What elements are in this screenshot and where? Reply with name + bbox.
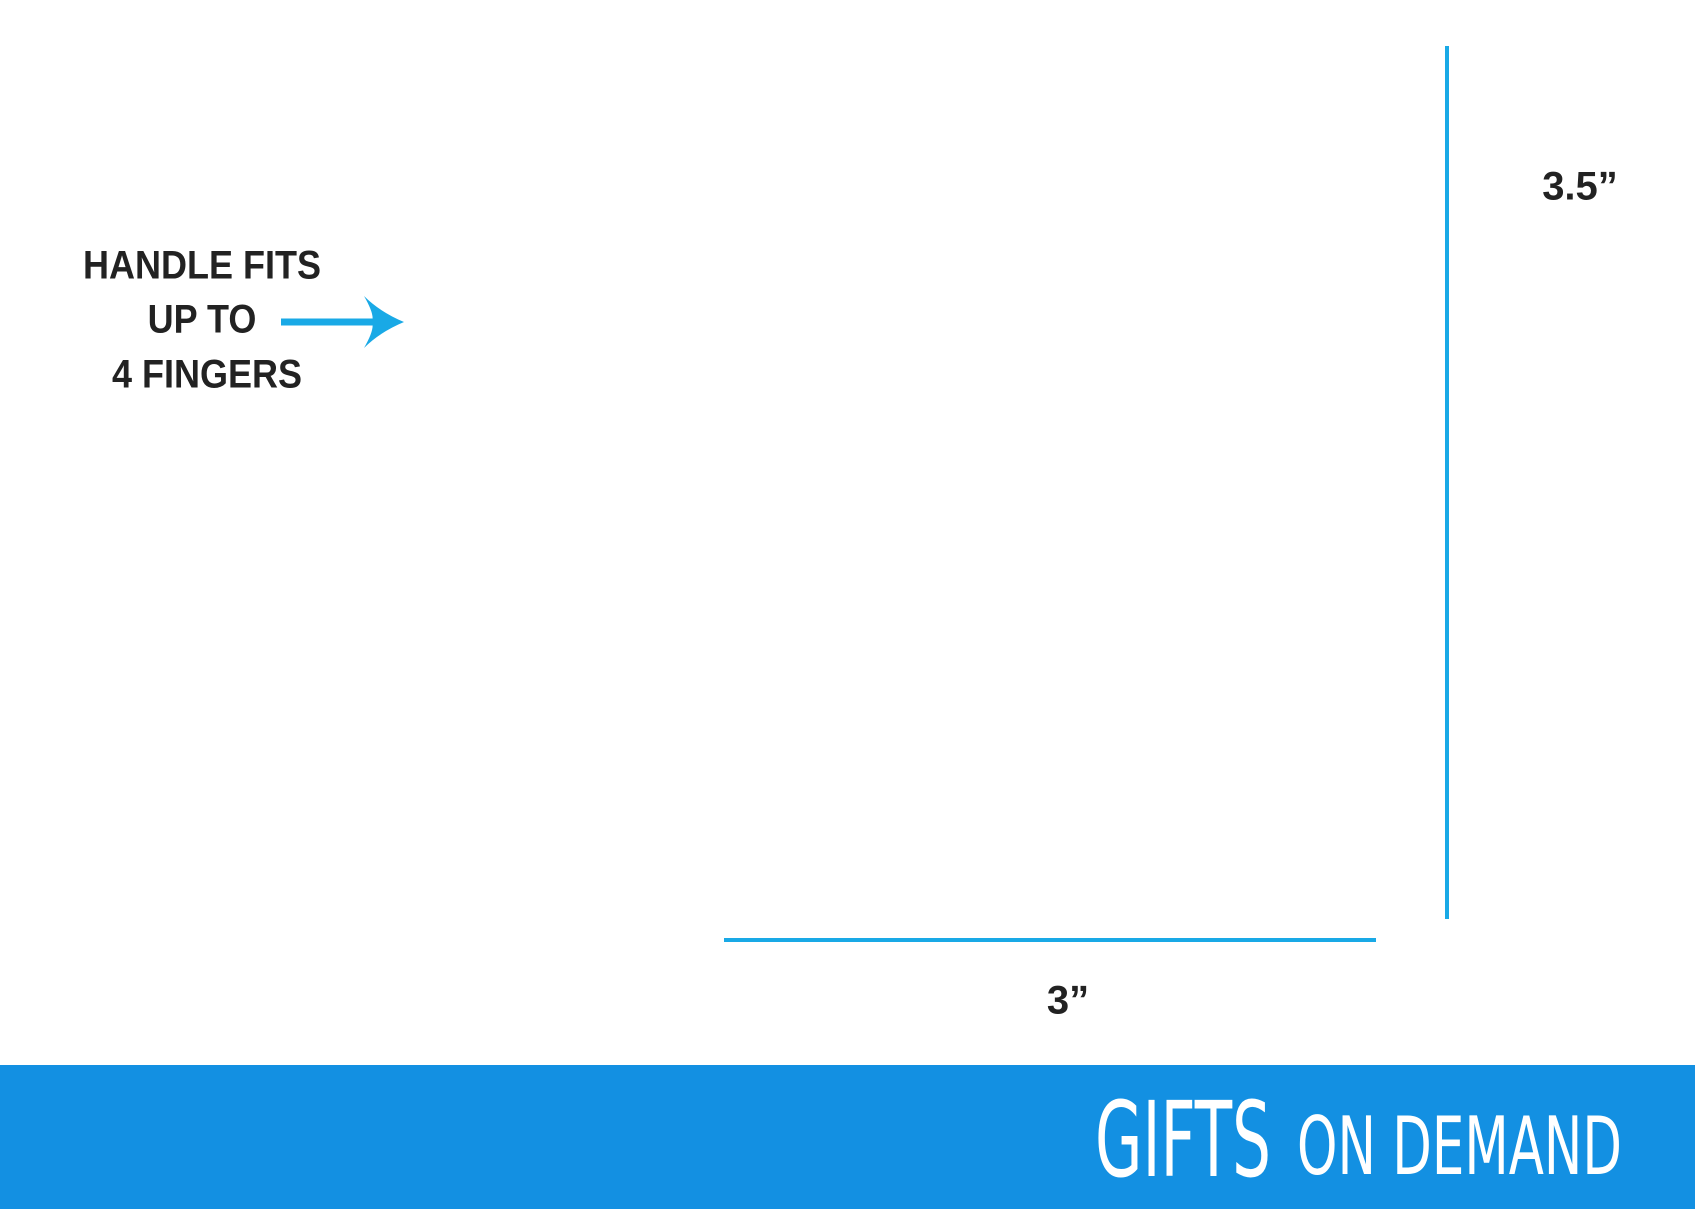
handle-note-line: 4 FINGERS	[112, 353, 302, 397]
brand-tagline: ON DEMAND	[1297, 1100, 1622, 1193]
brand-name: GIFTS	[1095, 1079, 1271, 1201]
handle-note-line: HANDLE FITS	[83, 244, 321, 288]
height-label: 3.5”	[1542, 165, 1618, 209]
width-label: 3”	[1047, 979, 1089, 1023]
arrow	[281, 296, 404, 348]
footer-band	[0, 1065, 1695, 1209]
handle-note-line: UP TO	[148, 298, 257, 342]
